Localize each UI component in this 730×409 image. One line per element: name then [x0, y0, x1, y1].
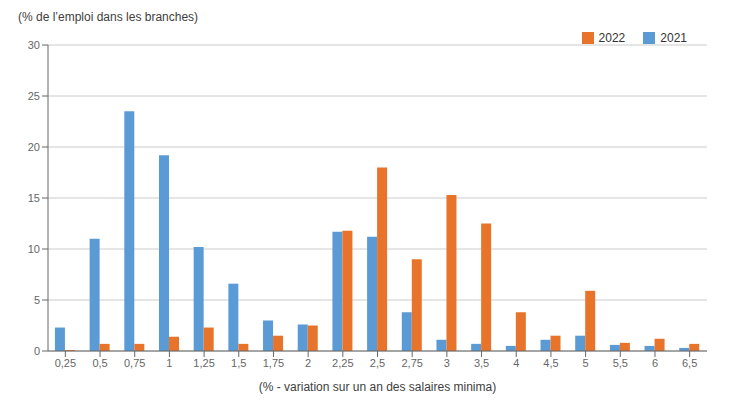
svg-text:2,75: 2,75	[401, 357, 422, 369]
svg-text:0,5: 0,5	[92, 357, 107, 369]
svg-text:5: 5	[34, 294, 40, 306]
svg-text:(% - variation sur un an des s: (% - variation sur un an des salaires mi…	[259, 380, 496, 394]
svg-text:4: 4	[513, 357, 519, 369]
svg-text:1,5: 1,5	[231, 357, 246, 369]
svg-text:1: 1	[166, 357, 172, 369]
svg-text:3: 3	[444, 357, 450, 369]
svg-text:0,25: 0,25	[55, 357, 76, 369]
svg-text:20: 20	[28, 141, 40, 153]
svg-text:2,5: 2,5	[370, 357, 385, 369]
html-text:(% de l’emploi dans les branch: (% de l’emploi dans les branches)	[18, 10, 199, 24]
svg-text:3,5: 3,5	[474, 357, 489, 369]
svg-text:5: 5	[583, 357, 589, 369]
svg-text:15: 15	[28, 192, 40, 204]
svg-text:25: 25	[28, 90, 40, 102]
svg-text:4,5: 4,5	[543, 357, 558, 369]
svg-text:2: 2	[305, 357, 311, 369]
svg-text:6,5: 6,5	[682, 357, 697, 369]
svg-text:6: 6	[652, 357, 658, 369]
svg-text:1,25: 1,25	[193, 357, 214, 369]
svg-text:0: 0	[34, 345, 40, 357]
svg-text:5,5: 5,5	[613, 357, 628, 369]
svg-text:2,25: 2,25	[332, 357, 353, 369]
html-text:2021: 2021	[660, 31, 687, 45]
svg-text:10: 10	[28, 243, 40, 255]
html-text:2022: 2022	[598, 31, 626, 45]
svg-text:30: 30	[28, 39, 40, 51]
svg-text:0,75: 0,75	[124, 357, 145, 369]
svg-text:1,75: 1,75	[263, 357, 284, 369]
